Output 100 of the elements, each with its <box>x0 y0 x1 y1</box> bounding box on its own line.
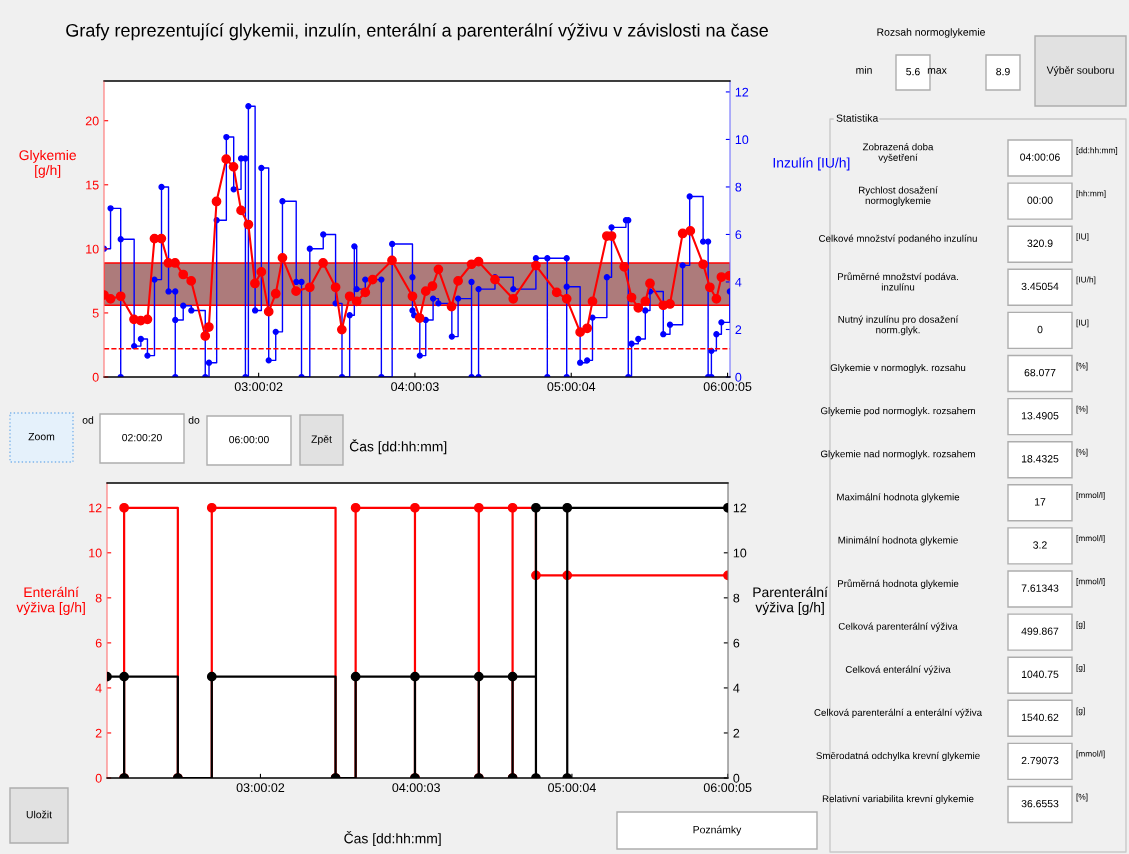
text: [%] <box>1076 405 1088 414</box>
text: Relativní variabilita krevní glykemie <box>822 794 974 805</box>
text: Celková parenterální výživa <box>838 622 958 632</box>
text: Nutný inzulínu pro dosažení norm.glyk. <box>838 315 959 336</box>
y-tick-label: 15 <box>86 180 99 190</box>
text: Rozsah normoglykemie <box>877 28 985 38</box>
text: 04:00:06 <box>1020 153 1060 161</box>
text: 5.6 <box>906 67 920 76</box>
text: [IU] <box>1076 319 1089 328</box>
text: [IU] <box>1076 233 1089 242</box>
x-tick-label: 04:00:03 <box>392 783 440 793</box>
text: [%] <box>1076 362 1088 371</box>
text: Maximální hodnota glykemie <box>837 493 960 503</box>
y2-tick-label: 2 <box>733 728 740 738</box>
text: 17 <box>1035 498 1046 506</box>
text: Statistika <box>836 114 879 122</box>
text: Zpět <box>311 435 332 445</box>
text: [g] <box>1076 707 1085 716</box>
x-tick-label: 05:00:04 <box>547 382 596 392</box>
text: Glykemie v normoglyk. rozsahu <box>830 363 966 374</box>
text: 320.9 <box>1027 239 1053 247</box>
x-tick-label: 03:00:02 <box>234 382 283 392</box>
y-tick-label: 6 <box>95 638 102 648</box>
point <box>473 671 484 682</box>
y2-tick-label: 0 <box>733 773 740 783</box>
x-tick-label: 06:00:05 <box>703 382 752 392</box>
text: [%] <box>1076 448 1088 457</box>
y2-tick-label: 6 <box>733 638 740 648</box>
chart-title: Grafy reprezentující glykemii, inzulín, enterální a parenterální výživu v závislosti na čase <box>66 23 768 41</box>
text: 1540.62 <box>1021 713 1059 722</box>
text: Výběr souboru <box>1046 66 1114 76</box>
text: 06:00:00 <box>229 435 269 444</box>
text: 2.79073 <box>1021 756 1059 765</box>
text: 8.9 <box>996 67 1010 76</box>
y2-tick-label: 12 <box>735 87 749 97</box>
text: [mmol/l] <box>1076 491 1105 500</box>
y-tick-label: 20 <box>85 116 99 126</box>
text: 0 <box>1037 325 1043 334</box>
text: 3.45054 <box>1021 282 1059 291</box>
x-tick-label: 05:00:04 <box>548 783 596 793</box>
y-tick-label: 10 <box>89 548 102 558</box>
y-tick-label: 4 <box>95 683 102 693</box>
text: 18.4325 <box>1021 455 1059 463</box>
text: [%] <box>1076 793 1088 802</box>
text: [hh:mm] <box>1076 190 1106 198</box>
x-axis-title: Čas [dd:hh:mm] <box>349 439 447 455</box>
y2-tick-label: 6 <box>735 230 742 240</box>
y2-tick-label: 10 <box>735 135 749 145</box>
text: max <box>927 68 947 74</box>
text: [g] <box>1076 664 1085 673</box>
text: [dd:hh:mm] <box>1076 147 1118 155</box>
y2-axis-title: Parenterální výživa [g/h] <box>753 586 828 616</box>
y2-tick-label: 4 <box>733 683 740 693</box>
text: 00:00 <box>1027 196 1053 204</box>
text: [g] <box>1076 621 1085 629</box>
point <box>206 671 217 682</box>
text: do <box>188 416 200 424</box>
y-axis-title: Enterální výživa [g/h] <box>16 586 85 616</box>
text: 3.2 <box>1033 541 1047 549</box>
y-tick-label: 5 <box>92 308 99 318</box>
text: Zobrazená doba vyšetření <box>862 143 934 163</box>
text: min <box>856 66 872 74</box>
text: Rychlost dosažení normoglykemie <box>859 186 938 206</box>
text: Směrodatná odchylka krevní glykemie <box>816 751 980 761</box>
point <box>531 502 541 513</box>
point <box>410 671 420 682</box>
y2-tick-label: 4 <box>735 277 742 287</box>
y-tick-label: 10 <box>86 244 99 254</box>
text: 68.077 <box>1024 368 1056 377</box>
point <box>350 671 361 682</box>
text: [IU/h] <box>1076 276 1096 285</box>
text: Minimální hodnota glykemie <box>838 536 958 546</box>
y2-axis-title: Inzulín [IU/h] <box>773 157 850 171</box>
text: Celková enterální výživa <box>845 665 951 675</box>
text: Poznámky <box>693 825 742 836</box>
y-tick-label: 2 <box>95 728 102 738</box>
x-tick-label: 06:00:05 <box>703 783 752 793</box>
y2-tick-label: 12 <box>733 503 747 513</box>
text: Zoom <box>28 433 55 441</box>
text: Průměrné množství podáva. inzulínu <box>838 272 958 291</box>
y2-tick-label: 0 <box>735 372 742 382</box>
y2-tick-label: 2 <box>735 325 742 335</box>
text: Glykemie nad normoglyk. rozsahem <box>820 450 975 460</box>
text: od <box>82 416 94 424</box>
text: Celková parenterální a enterální výživa <box>814 708 983 718</box>
y2-tick-label: 10 <box>733 548 747 558</box>
text: 499.867 <box>1021 627 1059 635</box>
text: 1040.75 <box>1021 670 1059 678</box>
y2-tick-label: 8 <box>733 593 740 603</box>
text: Uložit <box>26 810 52 819</box>
x-tick-label: 04:00:03 <box>391 382 439 392</box>
y-tick-label: 0 <box>92 372 99 382</box>
point <box>119 671 129 682</box>
text: [mmol/l] <box>1076 535 1105 543</box>
text: 13.4905 <box>1021 412 1059 420</box>
point <box>507 671 518 682</box>
y2-tick-label: 8 <box>735 182 742 192</box>
x-tick-label: 03:00:02 <box>236 783 285 793</box>
y-tick-label: 0 <box>95 773 102 783</box>
y-tick-label: 8 <box>95 593 102 603</box>
